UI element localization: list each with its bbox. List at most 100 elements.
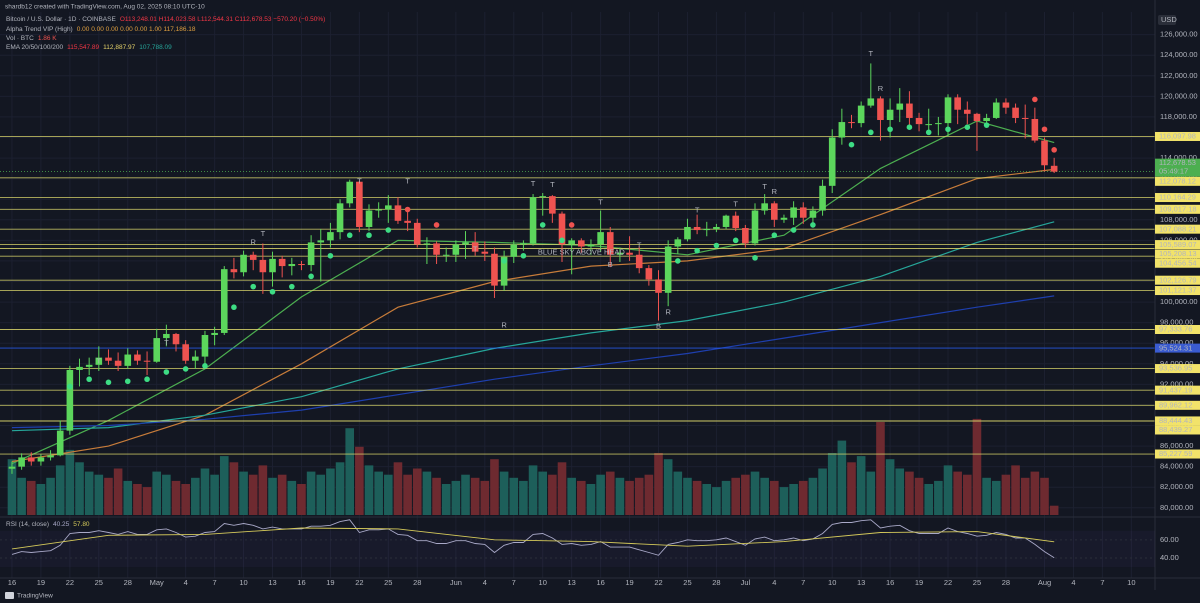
volume-bar [412,468,422,515]
ema-line [11,295,1055,429]
alpha-trend-dot [771,232,778,239]
alpha-trend-dot [694,247,700,254]
volume-bar [963,474,972,515]
volume-bar [470,477,480,515]
candle-body [269,258,276,273]
volume-bar [287,480,297,515]
currency: USD [1161,15,1177,24]
volume-bar [461,474,470,515]
x-tick-label: 16 [596,578,604,587]
volume-bar [519,480,528,515]
level-label: 110,164.29 [1159,193,1196,202]
candle-body [983,117,990,122]
ema-line [11,221,1055,432]
x-tick-label: 16 [886,578,894,587]
level-label: 95,524.31 [1159,343,1192,352]
annotation: R [251,237,257,246]
x-tick-label: 28 [124,578,132,587]
candle-body [848,122,855,124]
volume-bar [364,465,374,515]
volume-bar [577,480,586,515]
x-tick-label: 19 [326,578,334,587]
level-label-box [1155,275,1200,285]
x-tick-label: 7 [512,578,516,587]
legend-ema-value: 112,887.97 [103,44,135,51]
candle-body [336,203,344,233]
candle-body [1050,165,1058,172]
volume-bar [36,484,46,515]
brand: TradingView [17,593,53,600]
legend-rsi-name: RSI (14, close) [6,521,49,528]
level-label-box [1155,449,1200,459]
brand-logo [5,592,14,599]
candle-body [693,226,701,231]
volume-bar [84,471,94,515]
annotation: T [637,240,642,249]
volume-bar [596,474,605,515]
volume-bar [268,477,277,515]
volume-bar [663,459,673,515]
alpha-trend-dot [124,378,131,385]
volume-bar [277,474,287,515]
volume-bar [1030,471,1040,515]
candle-body [442,254,450,256]
volume-bar [1020,477,1030,515]
x-tick-label: 4 [1071,578,1075,587]
volume-bar [393,462,403,515]
candle-body [964,109,971,114]
x-tick-label: 28 [712,578,720,587]
annotation: T [762,182,767,191]
candle-body [462,242,469,245]
volume-bar [644,474,654,515]
alpha-trend-dot [308,273,314,280]
volume-bar [374,471,383,515]
candle-body [790,207,797,218]
alpha-trend-dot [327,252,334,259]
annotation: R [772,187,778,196]
alpha-trend-dot [925,129,932,136]
volume-bar [683,477,692,515]
legend-ema-name: EMA 20/50/100/200 [6,44,63,51]
volume-bar [65,449,75,515]
volume-bar [55,465,65,515]
candle-body [664,246,672,293]
x-tick-label: Jul [741,578,751,587]
legend-ema: EMA 20/50/100/200 115,547.89 112,887.97 107… [6,44,172,51]
alpha-trend-dot [1051,147,1057,153]
rsi-tick-label: 40.00 [1160,553,1179,562]
candle-body [365,210,373,227]
alpha-trend-dot [231,304,237,311]
alpha-trend-dot [144,376,150,383]
level-label-box [1155,176,1200,186]
alpha-trend-dot [105,379,112,386]
volume-bar [731,477,741,515]
candle-body [1012,107,1019,118]
legend-volume: Vol · BTC 1.86 K [6,35,57,42]
volume-bar [94,474,104,515]
candle-body [568,240,575,245]
level-label: 102,126.79 [1159,275,1197,284]
candle-body [597,232,604,245]
candle-body [915,117,923,125]
alpha-trend-dot [887,126,893,133]
alpha-trend-dot [385,227,392,233]
y-tick-label: 124,000.00 [1160,50,1198,59]
level-label: 91,437.19 [1159,385,1192,394]
candle-body [751,210,759,244]
volume-bar [490,459,499,515]
legend-ema-value: 107,788.09 [139,44,172,51]
volume-bar [162,474,171,515]
candle-body [549,196,556,214]
last-price-label: 112,678.53 [1159,158,1196,167]
candle-body [481,251,489,254]
alpha-trend-dot [559,237,565,244]
candle-body [713,226,720,230]
x-tick-label: 22 [654,578,662,587]
legend-alpha: Alpha Trend VIP (High) 0.00 0.00 0.00 0.0… [6,26,196,33]
x-tick-label: 22 [66,578,74,587]
y-tick-label: 98,000.00 [1160,318,1193,327]
candle-body [742,228,749,244]
candle-body [76,366,83,370]
volume-bar [654,453,663,515]
volume-bar [779,487,789,515]
